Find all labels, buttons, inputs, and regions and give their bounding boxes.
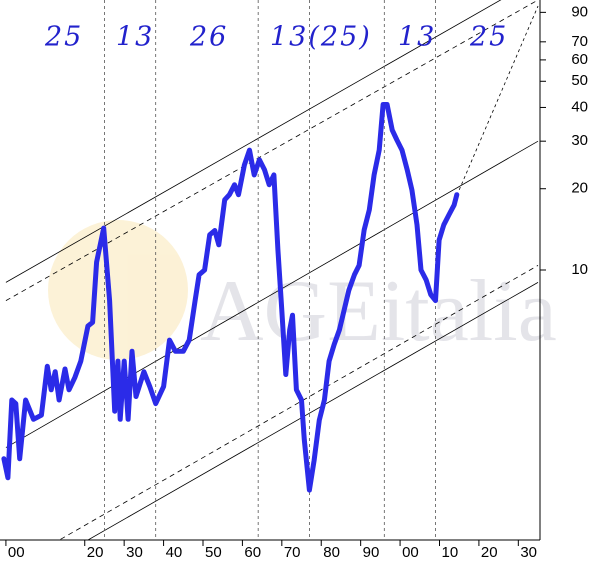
series-line xyxy=(1,102,460,493)
y-tick-label: 10 xyxy=(571,261,588,278)
trend-line xyxy=(87,282,539,540)
cycle-annotation: 26 xyxy=(189,22,228,53)
trend-line xyxy=(58,265,539,540)
trend-line xyxy=(5,0,539,301)
x-tick-label: 30 xyxy=(520,544,537,561)
y-tick-label: 70 xyxy=(571,33,588,50)
cycle-annotation: 25 xyxy=(469,22,508,53)
cycle-annotation: 13 xyxy=(398,22,436,53)
x-tick-label: 40 xyxy=(166,544,183,561)
x-tick-label: 60 xyxy=(244,544,261,561)
x-tick-label: 00 xyxy=(8,544,25,561)
x-tick-label: 90 xyxy=(363,544,380,561)
watermark-text: AGEitalia xyxy=(200,263,557,360)
x-tick-label: 70 xyxy=(284,544,301,561)
trend-line xyxy=(5,140,539,448)
watermark-sun xyxy=(48,220,188,360)
x-tick-label: 00 xyxy=(402,544,419,561)
x-tick-label: 20 xyxy=(87,544,104,561)
x-tick-label: 50 xyxy=(205,544,222,561)
cycle-annotation: 13 xyxy=(116,22,154,53)
cycle-annotation: 13(25) xyxy=(270,22,372,53)
y-tick-label: 40 xyxy=(571,98,588,115)
y-tick-label: 30 xyxy=(571,132,588,149)
y-tick-label: 50 xyxy=(571,72,588,89)
x-tick-label: 20 xyxy=(481,544,498,561)
y-tick-label: 60 xyxy=(571,51,588,68)
x-tick-label: 10 xyxy=(441,544,458,561)
y-tick-label: 90 xyxy=(571,3,588,20)
watermark: AGEitalia xyxy=(48,220,557,360)
y-tick-label: 20 xyxy=(571,180,588,197)
trend-line xyxy=(5,0,502,283)
cycle-annotation: 25 xyxy=(44,22,83,53)
plot-area xyxy=(1,0,539,540)
x-tick-label: 30 xyxy=(126,544,143,561)
x-tick-label: 80 xyxy=(323,544,340,561)
